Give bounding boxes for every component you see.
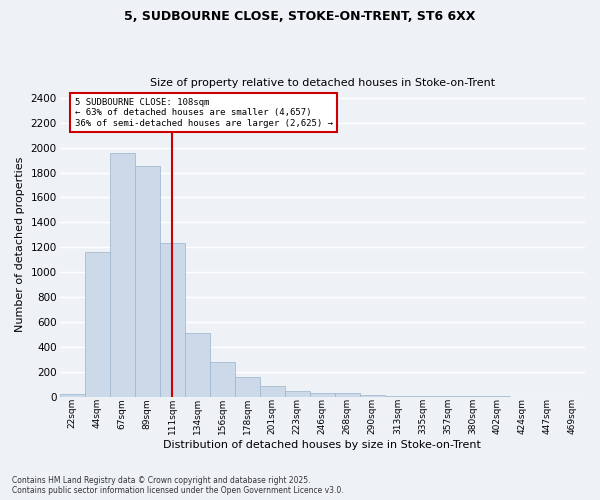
Bar bbox=[110, 152, 134, 396]
Bar bbox=[235, 378, 260, 396]
Bar bbox=[335, 393, 360, 396]
Bar bbox=[210, 362, 235, 396]
Bar bbox=[260, 386, 285, 396]
Bar bbox=[310, 392, 335, 396]
Text: 5 SUDBOURNE CLOSE: 108sqm
← 63% of detached houses are smaller (4,657)
36% of se: 5 SUDBOURNE CLOSE: 108sqm ← 63% of detac… bbox=[74, 98, 332, 128]
Bar bbox=[185, 333, 210, 396]
Bar bbox=[59, 394, 85, 396]
Bar bbox=[285, 391, 310, 396]
X-axis label: Distribution of detached houses by size in Stoke-on-Trent: Distribution of detached houses by size … bbox=[163, 440, 481, 450]
Title: Size of property relative to detached houses in Stoke-on-Trent: Size of property relative to detached ho… bbox=[150, 78, 495, 88]
Bar bbox=[85, 252, 110, 396]
Bar bbox=[160, 244, 185, 396]
Text: 5, SUDBOURNE CLOSE, STOKE-ON-TRENT, ST6 6XX: 5, SUDBOURNE CLOSE, STOKE-ON-TRENT, ST6 … bbox=[124, 10, 476, 23]
Text: Contains HM Land Registry data © Crown copyright and database right 2025.
Contai: Contains HM Land Registry data © Crown c… bbox=[12, 476, 344, 495]
Bar bbox=[134, 166, 160, 396]
Bar bbox=[360, 395, 385, 396]
Y-axis label: Number of detached properties: Number of detached properties bbox=[15, 156, 25, 332]
